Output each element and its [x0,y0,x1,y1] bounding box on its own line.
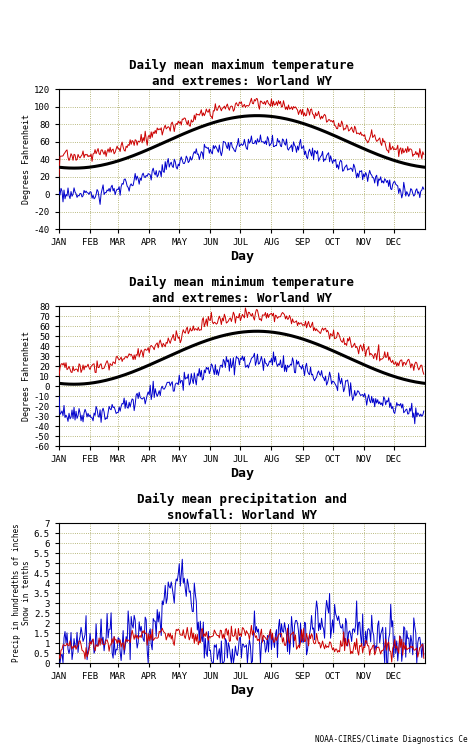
Title: Daily mean maximum temperature
and extremes: Worland WY: Daily mean maximum temperature and extre… [129,59,354,88]
Y-axis label: Degrees Fahrenheit: Degrees Fahrenheit [22,332,31,421]
Y-axis label: Precip in hundredths of inches
Snow in tenths: Precip in hundredths of inches Snow in t… [12,524,31,662]
Y-axis label: Degrees Fahrenheit: Degrees Fahrenheit [22,114,31,204]
Text: NOAA-CIRES/Climate Diagnostics Ce: NOAA-CIRES/Climate Diagnostics Ce [315,735,467,744]
X-axis label: Day: Day [230,467,254,480]
X-axis label: Day: Day [230,250,254,263]
X-axis label: Day: Day [230,684,254,697]
Title: Daily mean precipitation and
snowfall: Worland WY: Daily mean precipitation and snowfall: W… [137,493,347,522]
Title: Daily mean minimum temperature
and extremes: Worland WY: Daily mean minimum temperature and extre… [129,276,354,305]
